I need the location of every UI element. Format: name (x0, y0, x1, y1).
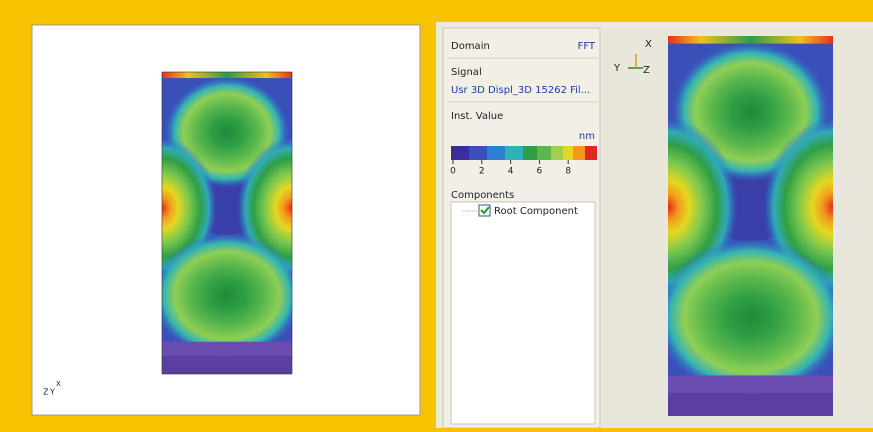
component-item[interactable]: Root Component (494, 206, 578, 217)
domain-value[interactable]: FFT (578, 41, 596, 52)
colorbar (451, 146, 597, 160)
signal-value[interactable]: Usr 3D Displ_3D 15262 Fil... (451, 85, 590, 96)
component-tree (450, 201, 596, 425)
triad-label: X (56, 380, 61, 388)
triad-label: Y (49, 388, 55, 397)
checkbox[interactable] (478, 204, 491, 217)
components-label: Components (451, 190, 514, 201)
triad-label: Y (613, 63, 621, 74)
signal-label: Signal (451, 67, 482, 78)
colorbar-tick-label: 8 (565, 167, 571, 177)
colorbar-tick-label: 6 (537, 167, 543, 177)
value-label: Inst. Value (451, 111, 503, 122)
triad-label: Z (43, 388, 49, 397)
triad-label: Z (643, 65, 650, 76)
colorbar-unit: nm (579, 131, 595, 142)
colorbar-tick-label: 0 (450, 167, 456, 177)
triad-label: X (645, 39, 652, 50)
colorbar-tick-label: 2 (479, 167, 485, 177)
domain-label: Domain (451, 41, 490, 52)
colorbar-tick-label: 4 (508, 167, 514, 177)
